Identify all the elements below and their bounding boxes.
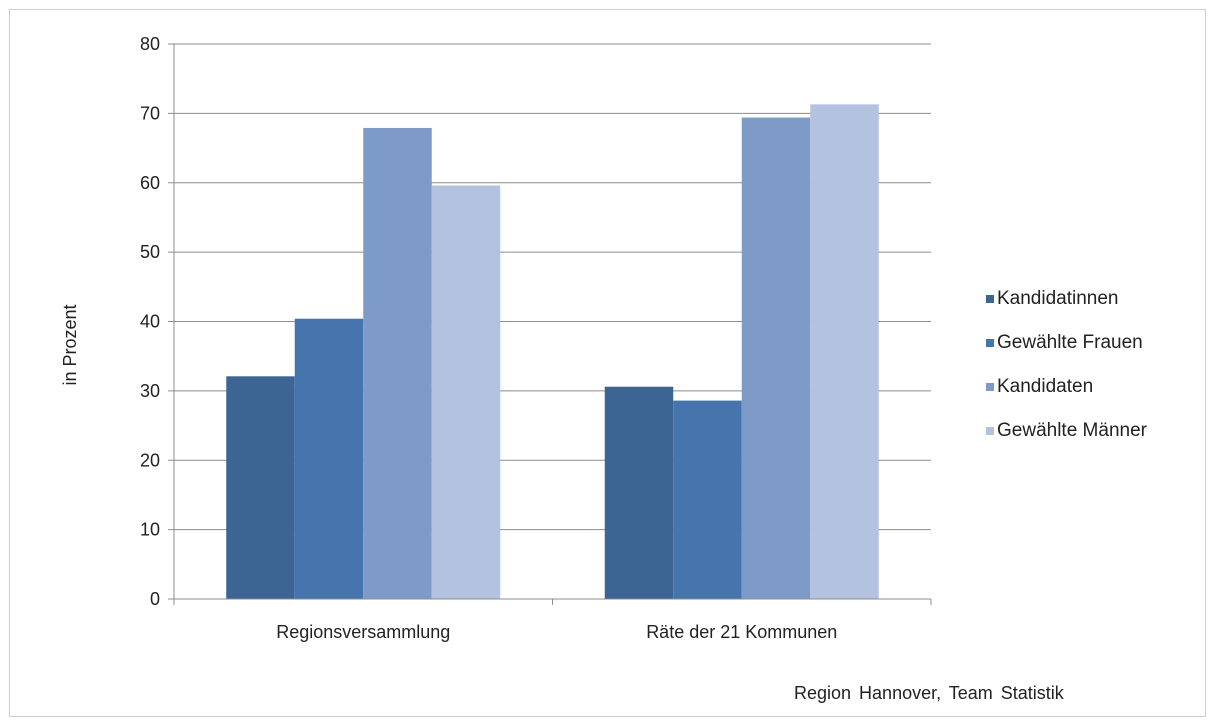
legend-item: Gewählte Männer — [986, 420, 1147, 442]
legend-item: Gewählte Frauen — [986, 332, 1147, 354]
bar-kandidatinnen — [604, 386, 674, 599]
bar-kandidatinnen — [226, 376, 295, 599]
y-tick-label: 50 — [140, 242, 160, 262]
bar-gew-hlte-m-nner — [810, 104, 879, 599]
bar-kandidaten — [741, 117, 811, 599]
y-tick-label: 40 — [140, 312, 160, 332]
bars — [226, 104, 879, 599]
bar-gew-hlte-frauen — [673, 400, 742, 599]
tick-labels: 0 10 20 30 40 50 60 70 80 Regionsversammlung Räte … — [140, 34, 837, 642]
bar-gew-hlte-frauen — [294, 318, 364, 599]
legend-item: Kandidatinnen — [986, 288, 1147, 310]
legend-label: Kandidatinnen — [997, 288, 1119, 309]
y-tick-label: 20 — [140, 450, 160, 470]
legend-swatch — [986, 339, 994, 347]
y-tick-label: 10 — [140, 520, 160, 540]
y-tick-label: 60 — [140, 173, 160, 193]
legend-item: Kandidaten — [986, 376, 1147, 398]
bar-kandidaten — [363, 127, 432, 599]
y-tick-label: 30 — [140, 381, 160, 401]
y-tick-label: 80 — [140, 34, 160, 54]
axes — [168, 43, 932, 605]
legend-label: Kandidaten — [997, 376, 1094, 397]
chart-frame — [9, 9, 1206, 717]
bar-gew-hlte-m-nner — [431, 185, 501, 599]
x-category-label: Regionsversammlung — [276, 622, 450, 642]
source-note: Region Hannover, Team Statistik — [794, 683, 1064, 703]
y-axis-label: in Prozent — [60, 304, 80, 385]
y-tick-label: 0 — [150, 589, 160, 609]
legend-swatch — [986, 295, 994, 303]
legend-swatch — [986, 383, 994, 391]
legend: Kandidatinnen Gewählte Frauen Kandidaten Ge… — [986, 288, 1147, 464]
legend-label: Gewählte Männer — [997, 420, 1147, 441]
y-tick-label: 70 — [140, 103, 160, 123]
x-category-label: Räte der 21 Kommunen — [646, 622, 837, 642]
legend-label: Gewählte Frauen — [997, 332, 1143, 353]
legend-swatch — [986, 427, 994, 435]
